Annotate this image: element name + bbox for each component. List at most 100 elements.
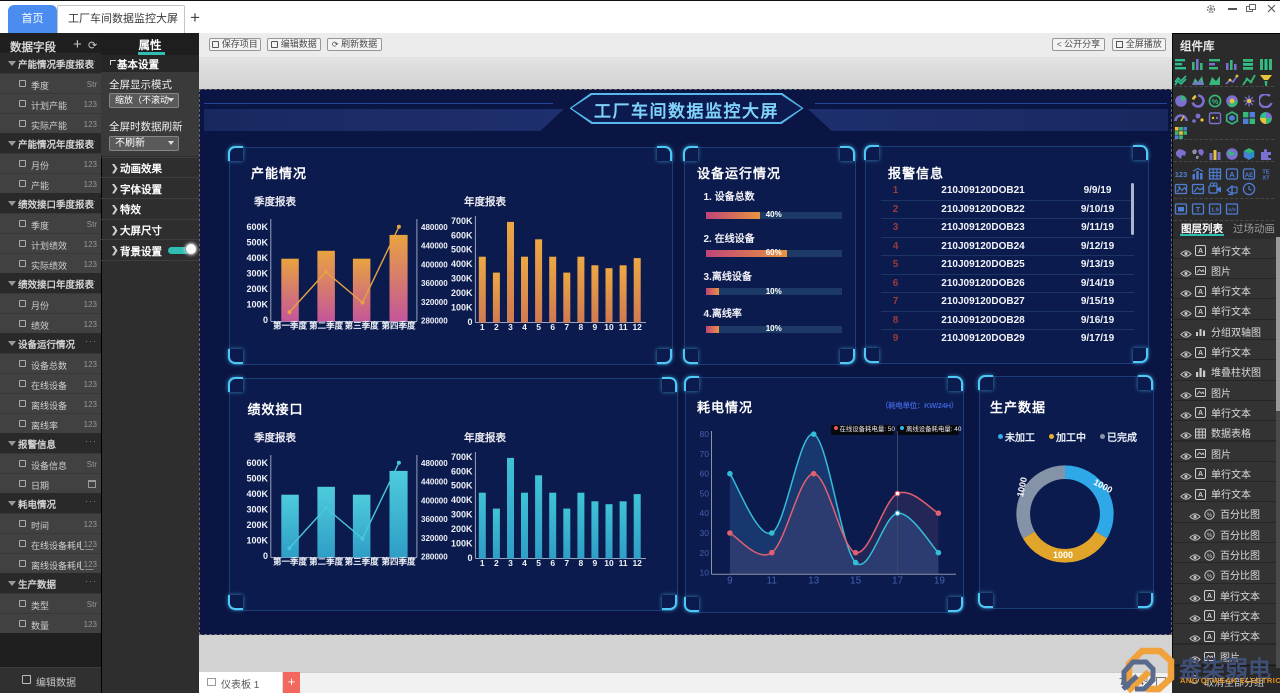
svg-text:A: A — [1198, 248, 1203, 255]
svg-text:480000: 480000 — [421, 459, 448, 468]
svg-text:700K: 700K — [451, 216, 473, 226]
svg-text:30: 30 — [700, 528, 710, 538]
svg-text:200K: 200K — [246, 284, 268, 294]
svg-text:0: 0 — [467, 553, 472, 563]
svg-text:1: 1 — [480, 322, 485, 332]
svg-text:%: % — [1207, 554, 1213, 560]
svg-text:280000: 280000 — [421, 317, 448, 326]
svg-text:A: A — [1198, 471, 1203, 478]
svg-text:%: % — [1207, 533, 1213, 539]
svg-text:100K: 100K — [451, 539, 473, 549]
svg-text:11: 11 — [767, 576, 778, 587]
svg-text:123: 123 — [1175, 170, 1188, 179]
svg-text:200K: 200K — [451, 524, 473, 534]
svg-text:第三季度: 第三季度 — [345, 321, 380, 331]
svg-text:360000: 360000 — [421, 515, 448, 524]
svg-text:7: 7 — [564, 322, 569, 332]
svg-text:%: % — [1211, 97, 1218, 106]
svg-text:280000: 280000 — [421, 553, 448, 562]
svg-text:%: % — [1207, 574, 1213, 580]
svg-text:100K: 100K — [451, 303, 473, 313]
svg-text:A: A — [1198, 411, 1203, 418]
svg-text:12: 12 — [632, 322, 642, 332]
svg-text:12: 12 — [632, 558, 642, 568]
svg-text:440000: 440000 — [421, 242, 448, 251]
svg-text:9: 9 — [593, 322, 598, 332]
svg-text:500K: 500K — [246, 238, 268, 248]
svg-text:500K: 500K — [451, 245, 473, 255]
svg-text:第三季度: 第三季度 — [345, 557, 380, 567]
svg-text:480000: 480000 — [421, 223, 448, 232]
svg-text:7: 7 — [564, 558, 569, 568]
svg-text:300K: 300K — [246, 505, 268, 515]
svg-text:2: 2 — [494, 558, 499, 568]
svg-text:500K: 500K — [246, 474, 268, 484]
svg-text:400000: 400000 — [421, 496, 448, 505]
svg-text:320000: 320000 — [421, 298, 448, 307]
svg-text:0: 0 — [263, 551, 268, 561]
svg-text:11: 11 — [619, 558, 628, 568]
svg-text:A: A — [1229, 170, 1235, 179]
svg-text:A: A — [1198, 492, 1203, 499]
svg-text:400K: 400K — [451, 259, 473, 269]
svg-text:第四季度: 第四季度 — [382, 321, 417, 331]
svg-text:A: A — [1198, 309, 1203, 316]
svg-text:A: A — [1198, 289, 1203, 296]
svg-text:10: 10 — [604, 558, 614, 568]
svg-text:10: 10 — [604, 322, 614, 332]
svg-text:400K: 400K — [451, 495, 473, 505]
svg-text:17: 17 — [892, 576, 904, 587]
svg-text:9: 9 — [593, 558, 598, 568]
svg-text:15: 15 — [850, 576, 862, 587]
svg-text:0: 0 — [263, 315, 268, 325]
svg-text:500K: 500K — [451, 481, 473, 491]
svg-text:%: % — [1207, 513, 1213, 519]
svg-text:TE: TE — [1262, 169, 1269, 175]
svg-text:600K: 600K — [246, 222, 268, 232]
svg-text:5: 5 — [536, 322, 541, 332]
svg-text:1.9: 1.9 — [1211, 208, 1219, 214]
svg-text:320000: 320000 — [421, 534, 448, 543]
svg-text:9: 9 — [727, 576, 733, 587]
svg-text:第二季度: 第二季度 — [309, 557, 344, 567]
svg-text:400K: 400K — [246, 489, 268, 499]
svg-text:70: 70 — [700, 449, 710, 459]
svg-text:8: 8 — [579, 322, 584, 332]
svg-text:3: 3 — [508, 558, 513, 568]
svg-text:200K: 200K — [246, 520, 268, 530]
svg-text:360000: 360000 — [421, 279, 448, 288]
svg-text:20: 20 — [700, 548, 710, 558]
svg-text:40: 40 — [700, 508, 710, 518]
svg-text:400K: 400K — [246, 253, 268, 263]
svg-text:A: A — [1207, 634, 1212, 641]
svg-text:600K: 600K — [451, 466, 473, 476]
svg-text:</>: </> — [1228, 208, 1236, 214]
svg-text:8: 8 — [579, 558, 584, 568]
svg-text:300K: 300K — [246, 269, 268, 279]
svg-text:第四季度: 第四季度 — [382, 557, 417, 567]
svg-text:600K: 600K — [246, 458, 268, 468]
svg-text:A: A — [1198, 350, 1203, 357]
svg-text:第一季度: 第一季度 — [273, 321, 308, 331]
svg-text:4: 4 — [522, 322, 527, 332]
svg-text:13: 13 — [808, 576, 820, 587]
svg-text:6: 6 — [550, 322, 555, 332]
svg-text:100K: 100K — [246, 536, 268, 546]
svg-text:第二季度: 第二季度 — [309, 321, 344, 331]
svg-text:1: 1 — [480, 558, 485, 568]
svg-text:A: A — [1207, 593, 1212, 600]
svg-text:AE: AE — [1244, 172, 1252, 178]
svg-text:100K: 100K — [246, 300, 268, 310]
svg-text:11: 11 — [619, 322, 628, 332]
svg-text:XT: XT — [1262, 175, 1270, 181]
svg-text:80: 80 — [700, 431, 710, 439]
svg-text:600K: 600K — [451, 230, 473, 240]
svg-text:300K: 300K — [451, 510, 473, 520]
svg-text:5: 5 — [536, 558, 541, 568]
svg-text:6: 6 — [550, 558, 555, 568]
svg-text:4: 4 — [522, 558, 527, 568]
svg-text:50: 50 — [700, 488, 710, 498]
svg-text:300K: 300K — [451, 274, 473, 284]
svg-text:400000: 400000 — [421, 260, 448, 269]
svg-text:200K: 200K — [451, 288, 473, 298]
